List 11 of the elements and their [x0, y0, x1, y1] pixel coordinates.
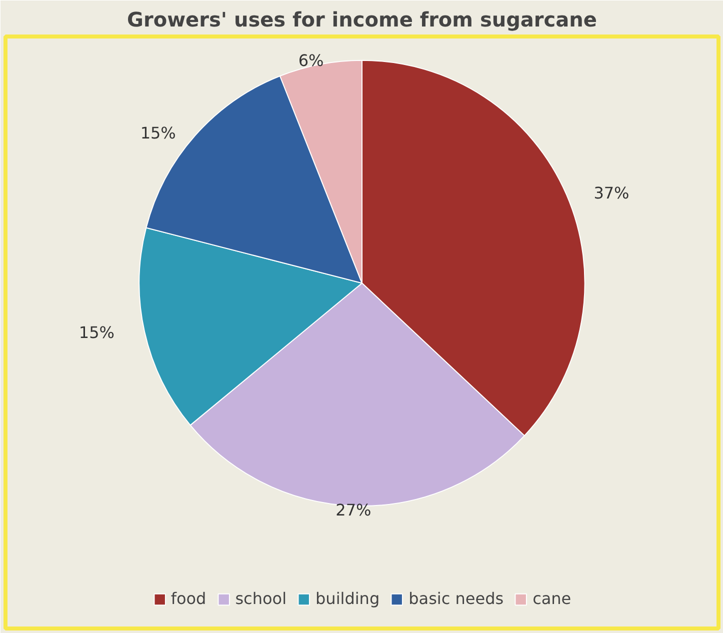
legend-label: building	[316, 589, 380, 608]
legend-label: cane	[532, 589, 572, 608]
chart-title: Growers' uses for income from sugarcane	[127, 8, 597, 32]
legend-label: basic needs	[408, 589, 504, 608]
legend-label: food	[170, 589, 206, 608]
data-label: 15%	[78, 323, 114, 342]
legend-label: school	[235, 589, 287, 608]
data-label: 27%	[336, 500, 372, 520]
data-label: 37%	[594, 184, 630, 203]
data-label: 6%	[298, 50, 324, 70]
data-label: 15%	[140, 124, 176, 143]
